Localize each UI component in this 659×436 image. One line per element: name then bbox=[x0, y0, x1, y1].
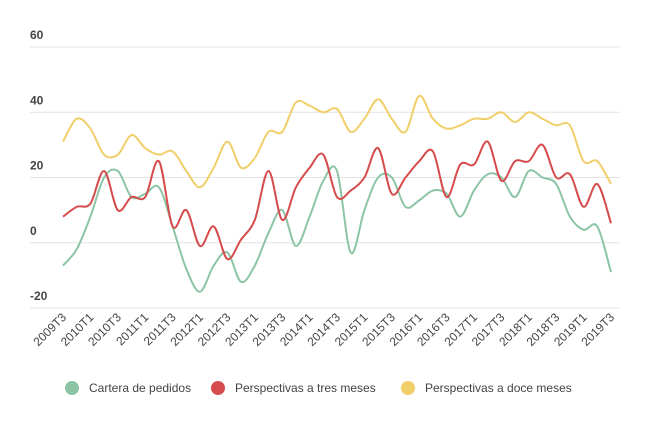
y-tick-label: 20 bbox=[30, 159, 44, 173]
legend-label: Cartera de pedidos bbox=[89, 381, 191, 395]
legend-item: Cartera de pedidos bbox=[65, 381, 191, 395]
legend-label: Perspectivas a doce meses bbox=[425, 381, 572, 395]
legend-label: Perspectivas a tres meses bbox=[235, 381, 376, 395]
legend-item: Perspectivas a doce meses bbox=[401, 381, 572, 395]
line-series bbox=[62, 140, 612, 261]
y-tick-label: 0 bbox=[30, 224, 37, 238]
y-tick-label: 40 bbox=[30, 93, 44, 107]
legend-item: Perspectivas a tres meses bbox=[211, 381, 376, 395]
legend-swatch bbox=[401, 381, 415, 395]
legend-swatch bbox=[65, 381, 79, 395]
line-series bbox=[62, 94, 612, 189]
legend-swatch bbox=[211, 381, 225, 395]
line-series bbox=[62, 165, 612, 293]
y-tick-label: 60 bbox=[30, 28, 44, 42]
y-tick-label: -20 bbox=[30, 289, 48, 303]
